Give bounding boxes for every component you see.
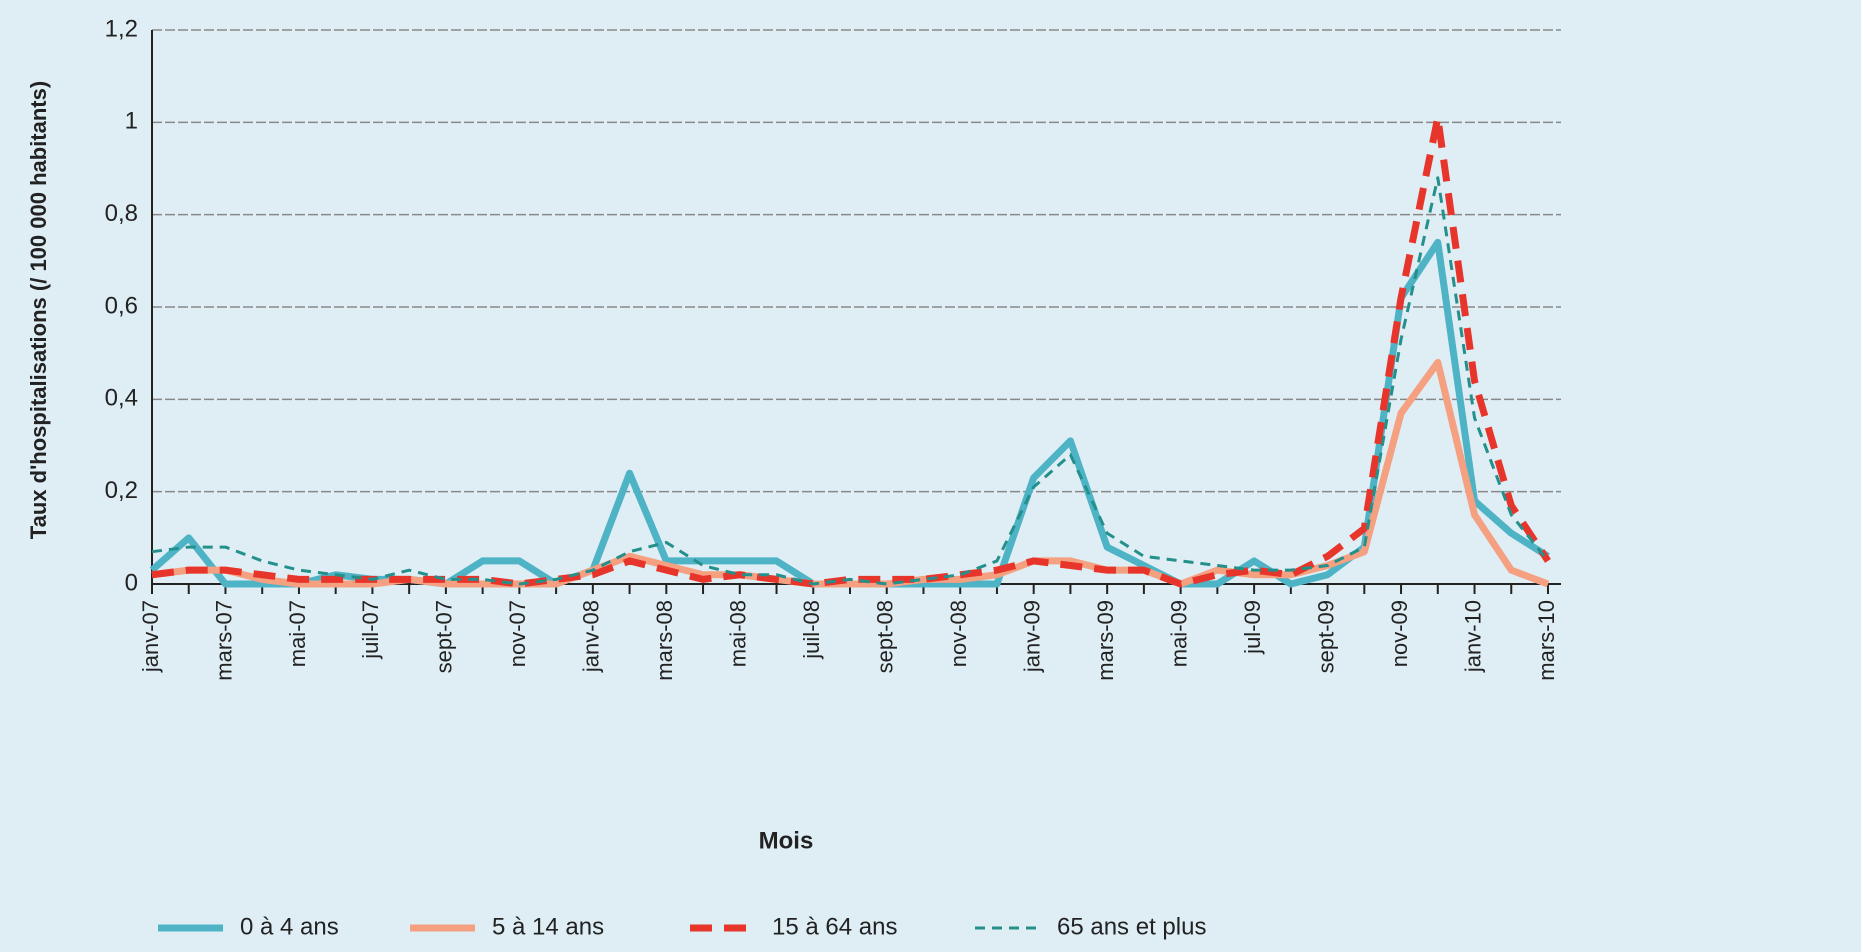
x-tick-label: nov-09 xyxy=(1387,600,1412,667)
legend-label: 0 à 4 ans xyxy=(240,913,339,940)
y-tick-label: 0,2 xyxy=(105,477,138,504)
y-tick-label: 1,2 xyxy=(105,15,138,42)
y-axis-label: Taux d'hospitalisations (/ 100 000 habit… xyxy=(26,81,51,539)
series-line xyxy=(151,358,1550,588)
x-tick-label: sept-09 xyxy=(1313,600,1338,673)
x-tick-label: mai-08 xyxy=(726,600,751,667)
x-tick-label: sept-08 xyxy=(873,600,898,673)
x-tick-label: mars-07 xyxy=(211,600,236,681)
legend-label: 15 à 64 ans xyxy=(772,913,897,940)
x-tick-label: juil-08 xyxy=(799,600,824,660)
legend-label: 65 ans et plus xyxy=(1057,913,1206,940)
series-line xyxy=(151,114,1551,588)
x-tick-label: janv-08 xyxy=(579,600,604,673)
x-tick-label: jul-09 xyxy=(1240,600,1265,655)
legend-label: 5 à 14 ans xyxy=(492,913,604,940)
y-tick-label: 0,8 xyxy=(105,200,138,227)
y-tick-label: 0,6 xyxy=(105,292,138,319)
series-line xyxy=(151,176,1550,586)
x-tick-label: janv-09 xyxy=(1019,600,1044,673)
x-tick-label: nov-08 xyxy=(946,600,971,667)
y-tick-label: 1 xyxy=(125,108,138,135)
x-tick-label: mars-09 xyxy=(1093,600,1118,681)
x-tick-label: janv-07 xyxy=(138,600,163,673)
x-tick-label: mars-08 xyxy=(652,600,677,681)
series-line xyxy=(149,238,1550,588)
x-tick-label: mars-10 xyxy=(1534,600,1559,681)
x-tick-label: mai-07 xyxy=(285,600,310,667)
x-axis-label: Mois xyxy=(759,827,814,854)
x-tick-label: juil-07 xyxy=(358,600,383,660)
x-tick-label: sept-07 xyxy=(432,600,457,673)
x-tick-label: janv-10 xyxy=(1460,600,1485,673)
x-tick-label: mai-09 xyxy=(1166,600,1191,667)
y-tick-label: 0,4 xyxy=(105,385,138,412)
x-tick-label: nov-07 xyxy=(505,600,530,667)
y-tick-label: 0 xyxy=(125,569,138,596)
